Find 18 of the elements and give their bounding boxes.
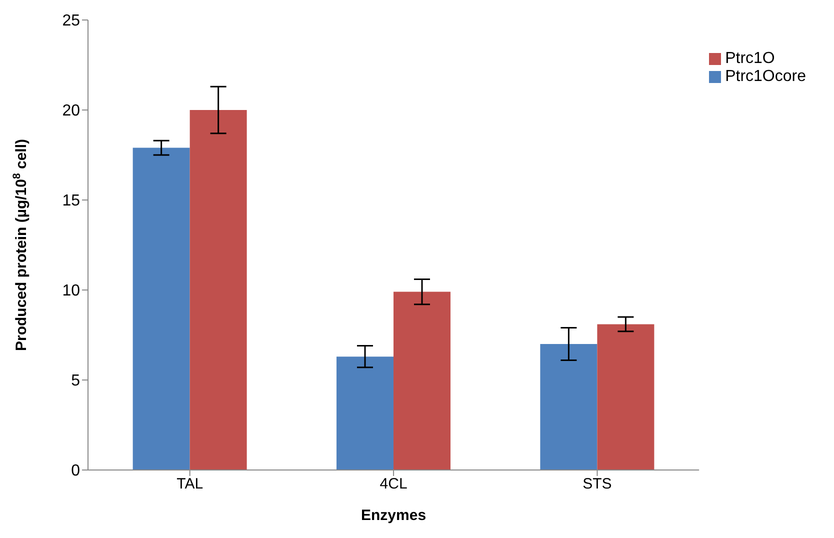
bar (190, 110, 247, 470)
bar (336, 356, 394, 470)
bar (540, 344, 598, 470)
y-tick-label: 10 (62, 282, 80, 300)
bar (597, 324, 654, 470)
bar (394, 292, 451, 470)
x-tick-label: STS (582, 476, 612, 493)
y-tick-label: 5 (71, 372, 80, 390)
legend-label: Ptrc1O (725, 50, 775, 67)
y-tick-label: 15 (62, 192, 80, 210)
bar (132, 148, 190, 470)
y-tick-label: 20 (62, 102, 80, 120)
x-axis-title: Enzymes (361, 507, 426, 524)
y-tick-label: 0 (71, 462, 80, 480)
legend-label: Ptrc1Ocore (725, 68, 806, 85)
x-tick-label: TAL (176, 476, 204, 493)
x-tick-label: 4CL (380, 476, 408, 493)
y-tick-label: 25 (62, 12, 80, 30)
